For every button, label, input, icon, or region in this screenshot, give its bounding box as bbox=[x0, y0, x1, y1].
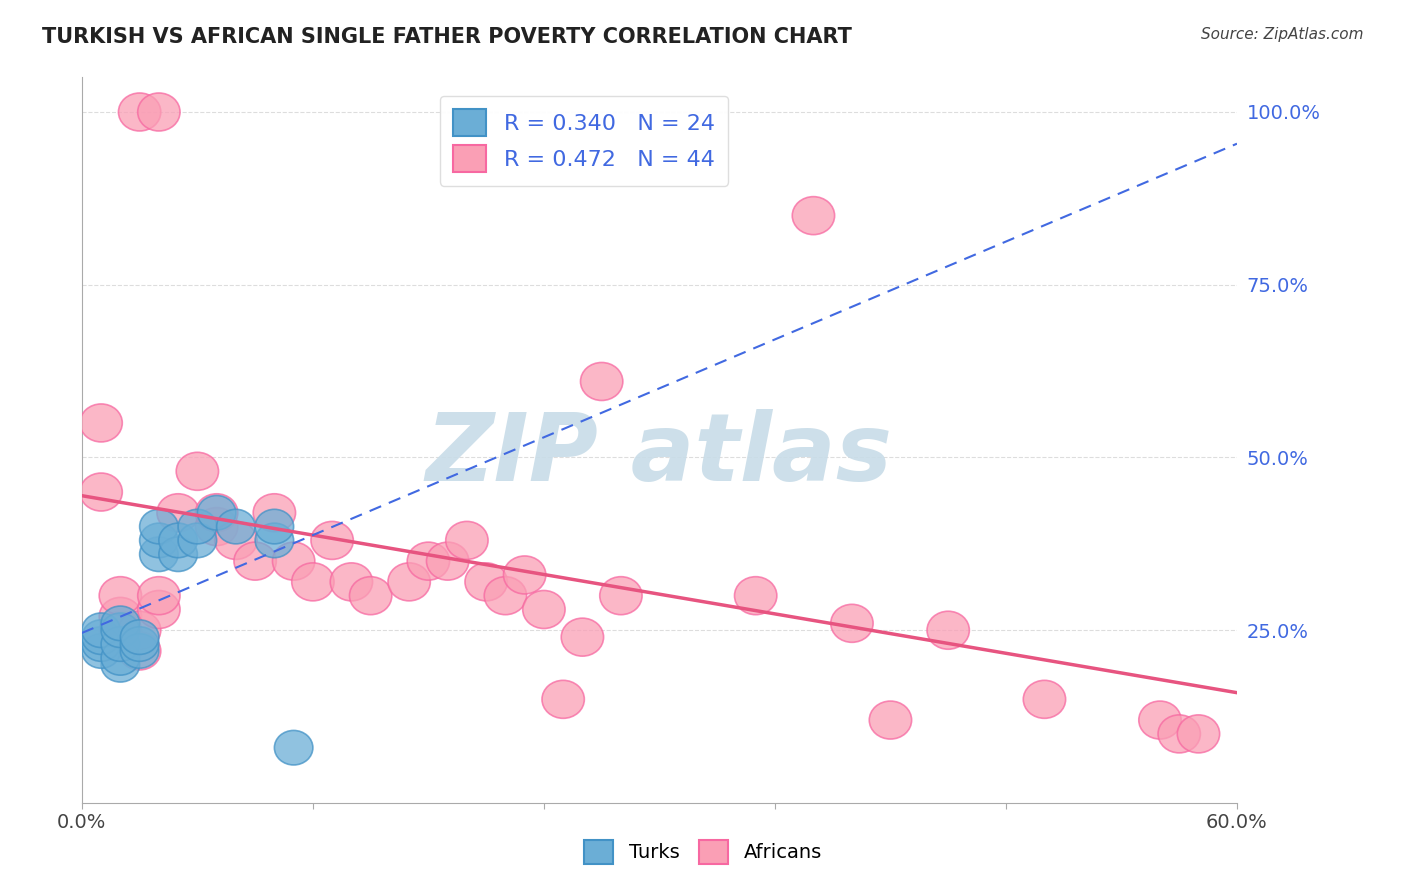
Ellipse shape bbox=[561, 618, 603, 657]
Ellipse shape bbox=[139, 509, 179, 544]
Ellipse shape bbox=[159, 537, 197, 572]
Ellipse shape bbox=[138, 93, 180, 131]
Ellipse shape bbox=[1024, 681, 1066, 718]
Ellipse shape bbox=[600, 577, 643, 615]
Ellipse shape bbox=[792, 196, 835, 235]
Ellipse shape bbox=[138, 591, 180, 629]
Ellipse shape bbox=[101, 640, 139, 675]
Ellipse shape bbox=[1139, 701, 1181, 739]
Text: Source: ZipAtlas.com: Source: ZipAtlas.com bbox=[1201, 27, 1364, 42]
Ellipse shape bbox=[233, 542, 277, 580]
Ellipse shape bbox=[157, 494, 200, 532]
Ellipse shape bbox=[215, 522, 257, 559]
Legend: R = 0.340   N = 24, R = 0.472   N = 44: R = 0.340 N = 24, R = 0.472 N = 44 bbox=[440, 95, 728, 186]
Ellipse shape bbox=[82, 613, 121, 648]
Ellipse shape bbox=[1177, 714, 1219, 753]
Ellipse shape bbox=[100, 611, 142, 649]
Ellipse shape bbox=[253, 494, 295, 532]
Ellipse shape bbox=[159, 523, 197, 558]
Ellipse shape bbox=[831, 604, 873, 642]
Ellipse shape bbox=[254, 509, 294, 544]
Text: TURKISH VS AFRICAN SINGLE FATHER POVERTY CORRELATION CHART: TURKISH VS AFRICAN SINGLE FATHER POVERTY… bbox=[42, 27, 852, 46]
Ellipse shape bbox=[176, 452, 218, 491]
Ellipse shape bbox=[82, 627, 121, 661]
Ellipse shape bbox=[179, 509, 217, 544]
Ellipse shape bbox=[330, 563, 373, 601]
Ellipse shape bbox=[197, 495, 236, 530]
Ellipse shape bbox=[139, 537, 179, 572]
Ellipse shape bbox=[118, 611, 160, 649]
Ellipse shape bbox=[408, 542, 450, 580]
Ellipse shape bbox=[121, 633, 159, 668]
Ellipse shape bbox=[734, 577, 778, 615]
Ellipse shape bbox=[541, 681, 585, 718]
Ellipse shape bbox=[274, 731, 314, 765]
Ellipse shape bbox=[138, 577, 180, 615]
Ellipse shape bbox=[80, 404, 122, 442]
Ellipse shape bbox=[581, 362, 623, 401]
Ellipse shape bbox=[118, 632, 160, 670]
Ellipse shape bbox=[80, 473, 122, 511]
Ellipse shape bbox=[273, 542, 315, 580]
Ellipse shape bbox=[121, 627, 159, 661]
Ellipse shape bbox=[927, 611, 969, 649]
Ellipse shape bbox=[254, 523, 294, 558]
Ellipse shape bbox=[100, 577, 142, 615]
Ellipse shape bbox=[195, 508, 238, 546]
Ellipse shape bbox=[350, 577, 392, 615]
Ellipse shape bbox=[311, 522, 353, 559]
Ellipse shape bbox=[139, 523, 179, 558]
Ellipse shape bbox=[503, 556, 546, 594]
Ellipse shape bbox=[217, 509, 254, 544]
Ellipse shape bbox=[121, 620, 159, 655]
Ellipse shape bbox=[291, 563, 335, 601]
Ellipse shape bbox=[446, 522, 488, 559]
Ellipse shape bbox=[82, 633, 121, 668]
Ellipse shape bbox=[118, 93, 160, 131]
Ellipse shape bbox=[388, 563, 430, 601]
Ellipse shape bbox=[523, 591, 565, 629]
Ellipse shape bbox=[101, 613, 139, 648]
Ellipse shape bbox=[195, 494, 238, 532]
Legend: Turks, Africans: Turks, Africans bbox=[574, 830, 832, 873]
Ellipse shape bbox=[101, 648, 139, 682]
Ellipse shape bbox=[484, 577, 527, 615]
Ellipse shape bbox=[101, 627, 139, 661]
Text: ZIP atlas: ZIP atlas bbox=[426, 409, 893, 500]
Ellipse shape bbox=[465, 563, 508, 601]
Ellipse shape bbox=[101, 606, 139, 640]
Ellipse shape bbox=[100, 598, 142, 635]
Ellipse shape bbox=[426, 542, 468, 580]
Ellipse shape bbox=[1159, 714, 1201, 753]
Ellipse shape bbox=[179, 523, 217, 558]
Ellipse shape bbox=[869, 701, 911, 739]
Ellipse shape bbox=[82, 620, 121, 655]
